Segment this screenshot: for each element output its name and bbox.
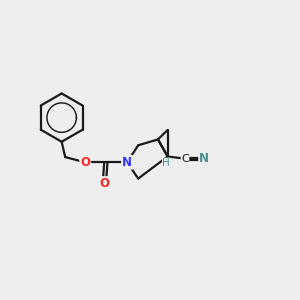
Text: O: O (99, 177, 110, 190)
Text: C: C (181, 154, 189, 164)
Text: N: N (199, 152, 209, 165)
Text: H: H (162, 158, 170, 168)
Text: O: O (80, 156, 90, 169)
Text: N: N (122, 156, 132, 169)
